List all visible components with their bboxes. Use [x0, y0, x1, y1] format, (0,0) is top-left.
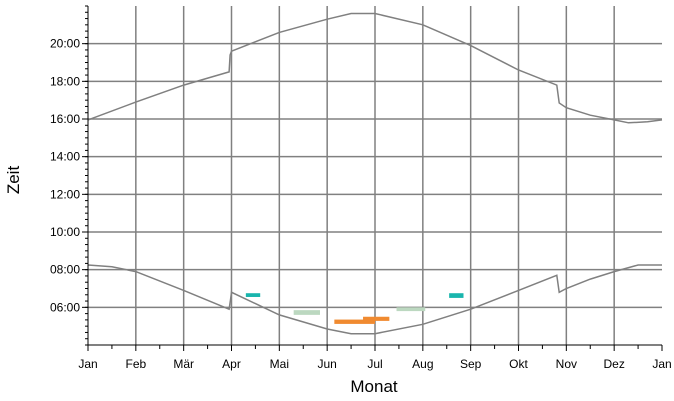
x-tick-label: Okt [509, 357, 528, 371]
axes [82, 6, 663, 351]
x-tick-label: Feb [125, 357, 146, 371]
marker-light_green [396, 307, 426, 312]
marker-light_green [293, 310, 320, 315]
x-tick-label: Jan [78, 357, 97, 371]
marker-teal [449, 293, 464, 298]
y-tick-label: 14:00 [50, 150, 80, 164]
y-tick-label: 20:00 [50, 37, 80, 51]
y-tick-label: 18:00 [50, 74, 80, 88]
x-tick-label: Nov [556, 357, 577, 371]
y-tick-label: 10:00 [50, 225, 80, 239]
y-tick-label: 12:00 [50, 187, 80, 201]
tick-labels: Jan Feb Mär Apr Mai Jun Jul Aug Sep Okt Nov Dez Jan 0… [50, 37, 672, 371]
x-tick-label: Sep [460, 357, 482, 371]
y-tick-label: 08:00 [50, 263, 80, 277]
x-axis-title: Monat [350, 377, 398, 396]
x-tick-label: Mai [270, 357, 289, 371]
x-tick-label: Mär [173, 357, 194, 371]
y-tick-label: 16:00 [50, 112, 80, 126]
markers [245, 293, 464, 324]
marker-orange [363, 316, 390, 321]
y-axis-title: Zeit [4, 166, 23, 195]
x-tick-label: Dez [603, 357, 624, 371]
x-tick-label: Jun [317, 357, 336, 371]
lower-curve [87, 264, 662, 335]
upper-curve [87, 12, 663, 124]
grid [88, 6, 662, 345]
x-tick-label: Jan [652, 357, 671, 371]
x-tick-label: Jul [367, 357, 382, 371]
marker-teal [245, 293, 261, 297]
marker-orange [334, 319, 375, 324]
x-tick-label: Apr [222, 357, 241, 371]
y-tick-label: 06:00 [50, 300, 80, 314]
series [87, 12, 663, 335]
x-tick-label: Aug [412, 357, 433, 371]
